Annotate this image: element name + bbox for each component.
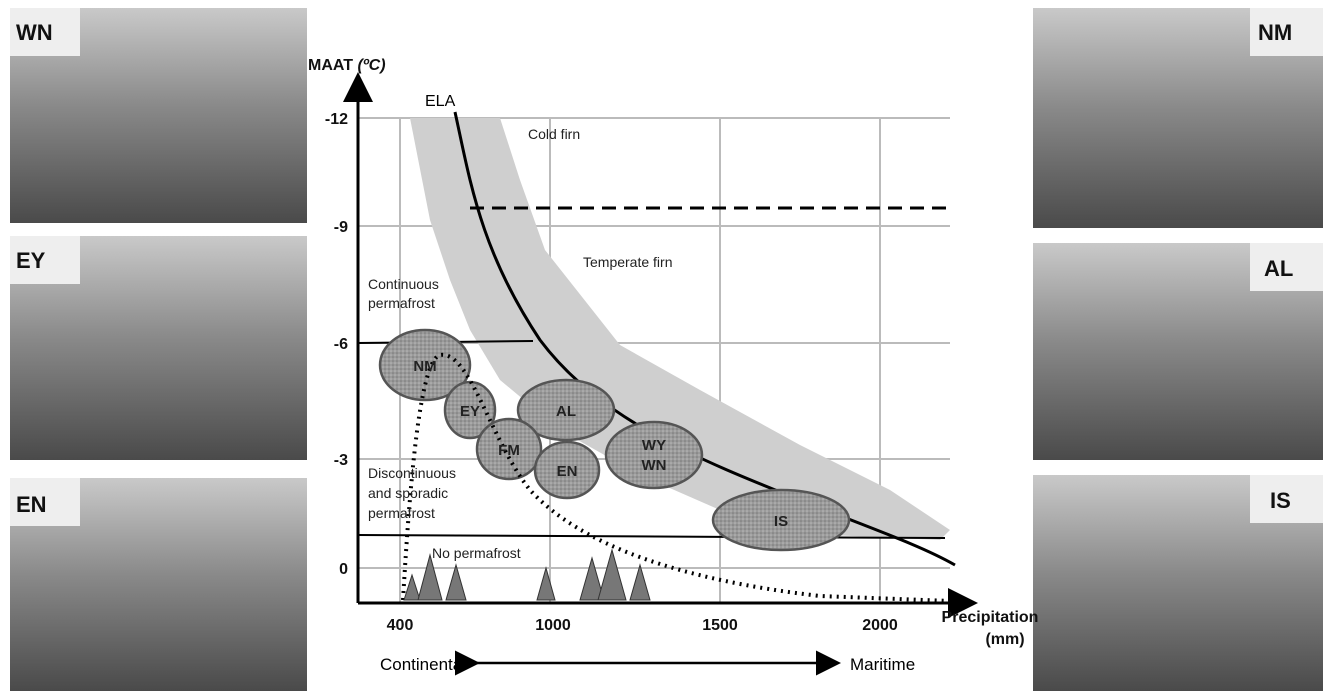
x-tick-label: 2000	[862, 617, 898, 634]
photo-label: AL	[1264, 256, 1293, 281]
photo-label-box	[10, 8, 80, 56]
y-axis-title: MAAT (ºC)	[308, 57, 386, 74]
x-axis-title: Precipitation	[942, 609, 1039, 626]
zone-label: Discontinuous	[368, 465, 456, 481]
zone-label: permafrost	[368, 505, 435, 521]
photos: WN EY EN NM AL IS	[10, 8, 1323, 691]
continuum-left: Continental	[380, 655, 466, 674]
site-label: WY	[642, 437, 666, 454]
curve-label: ELA	[425, 93, 456, 110]
photo-label-box	[1250, 8, 1323, 56]
ela-curve	[453, 111, 956, 567]
photo-label: EY	[16, 248, 46, 273]
photo-label-box	[1250, 475, 1323, 523]
zone-label: permafrost	[368, 295, 435, 311]
photo-label-box	[10, 236, 80, 284]
photo-label-box	[10, 478, 80, 526]
zone-label: Cold firn	[528, 126, 580, 142]
photo-label: NM	[1258, 20, 1292, 45]
y-axis-name: MAAT	[308, 57, 353, 74]
photo-label: EN	[16, 492, 47, 517]
zone-label: and sporadic	[368, 485, 448, 501]
x-tick-label: 1500	[702, 617, 738, 634]
photo-label-box	[1250, 243, 1323, 291]
y-ticks: -12 -9 -6 -3 0	[325, 111, 348, 578]
site-label: EN	[557, 463, 578, 480]
site-label: EY	[460, 403, 480, 420]
site-labels: NM EY AL FM EN WY WN IS	[413, 358, 788, 530]
photo-label: IS	[1270, 488, 1291, 513]
site-label: WN	[642, 457, 667, 474]
zone-label: No permafrost	[432, 545, 521, 561]
trees	[403, 548, 651, 601]
x-axis-unit: (mm)	[985, 631, 1024, 648]
site-label: NM	[413, 358, 436, 375]
permafrost-boundary	[357, 534, 946, 539]
x-tick-label: 400	[387, 617, 414, 634]
site-label: IS	[774, 513, 788, 530]
y-axis-unit: (ºC)	[357, 57, 385, 74]
x-tick-label: 1000	[535, 617, 571, 634]
site-label: AL	[556, 403, 576, 420]
y-tick-label: 0	[339, 561, 348, 578]
y-tick-label: -9	[334, 219, 348, 236]
y-tick-label: -6	[334, 336, 348, 353]
zone-label: Temperate firn	[583, 254, 672, 270]
y-tick-label: -12	[325, 111, 348, 128]
continuum-right: Maritime	[850, 655, 915, 674]
permafrost-curve	[401, 352, 951, 603]
sites	[378, 328, 851, 552]
y-tick-label: -3	[334, 452, 348, 469]
photo-label: WN	[16, 20, 53, 45]
site-label: FM	[498, 442, 520, 459]
x-ticks: 400 1000 1500 2000	[387, 617, 898, 634]
zone-label: Continuous	[368, 276, 439, 292]
